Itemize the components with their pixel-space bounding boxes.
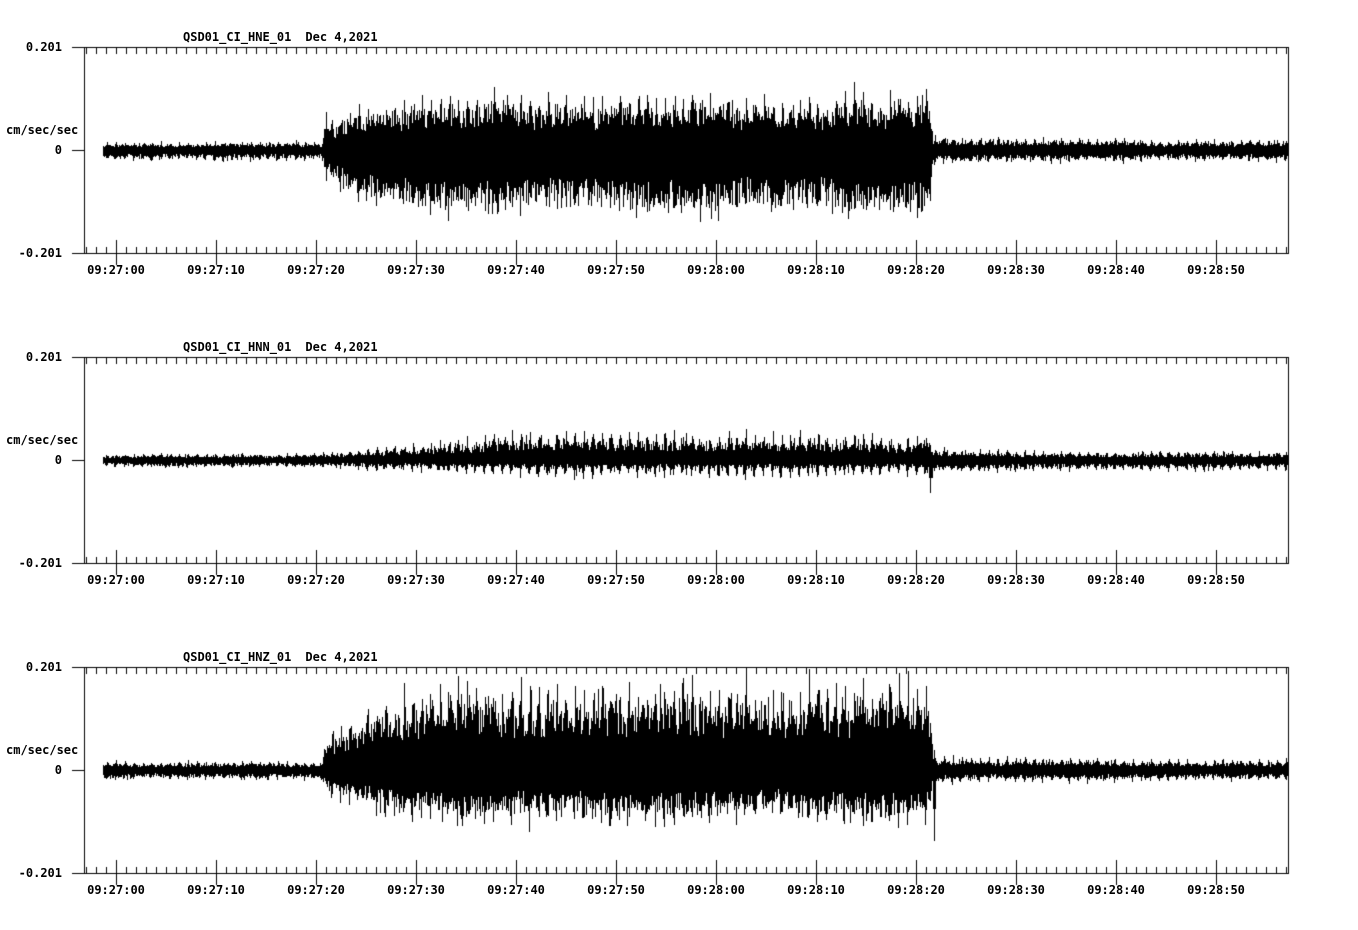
y-tick-min: -0.201 bbox=[18, 556, 62, 570]
seismogram-trace-hnn bbox=[60, 347, 1300, 583]
seismogram-panel-hnz: QSD01_CI_HNZ_01Dec 4,2021 0.201 cm/sec/s… bbox=[0, 620, 1358, 930]
y-tick-max: 0.201 bbox=[25, 350, 62, 364]
y-tick-zero: 0 bbox=[54, 763, 62, 777]
seismogram-panel-hnn: QSD01_CI_HNN_01Dec 4,2021 0.201 cm/sec/s… bbox=[0, 310, 1358, 620]
y-tick-zero: 0 bbox=[54, 453, 62, 467]
y-tick-max: 0.201 bbox=[25, 40, 62, 54]
y-tick-max: 0.201 bbox=[25, 660, 62, 674]
y-tick-zero: 0 bbox=[54, 143, 62, 157]
seismogram-trace-hne bbox=[60, 37, 1300, 273]
y-tick-min: -0.201 bbox=[18, 866, 62, 880]
seismogram-panel-hne: QSD01_CI_HNE_01Dec 4,2021 0.201 cm/sec/s… bbox=[0, 0, 1358, 310]
y-tick-min: -0.201 bbox=[18, 246, 62, 260]
seismogram-trace-hnz bbox=[60, 657, 1300, 893]
